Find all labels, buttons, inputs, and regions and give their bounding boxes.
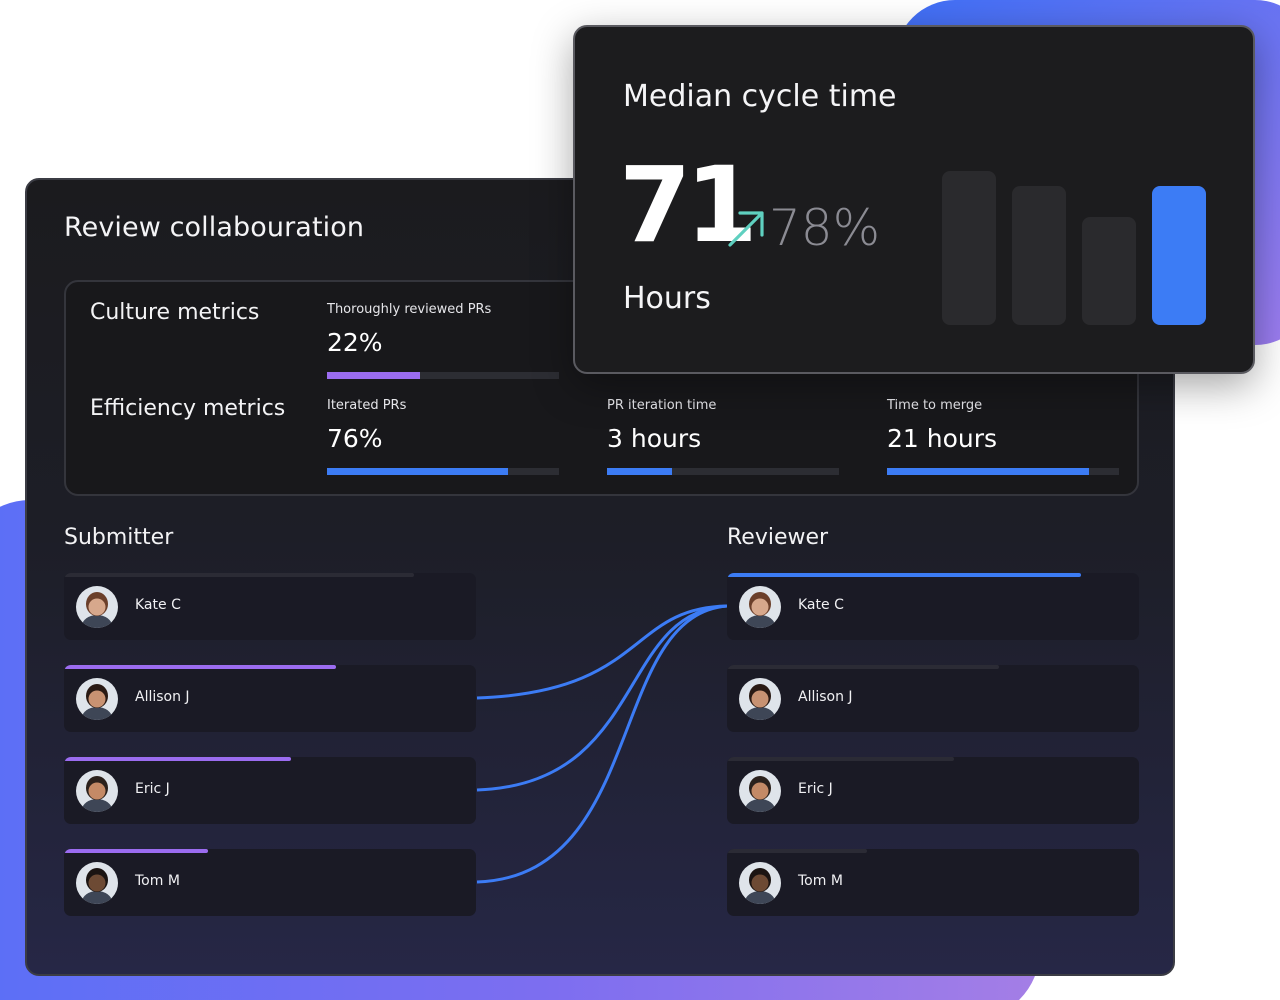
link-tom-to-kate — [476, 604, 728, 884]
median-cycle-time-card: Median cycle time 71 78% Hours — [573, 25, 1255, 374]
cycle-bar — [1082, 217, 1136, 325]
reviewer-card[interactable]: Eric J — [727, 757, 1139, 824]
submitter-progress-bar — [64, 665, 336, 669]
reviewer-name: Allison J — [798, 689, 853, 705]
submitter-card[interactable]: Kate C — [64, 573, 476, 640]
cycle-bar — [1012, 186, 1066, 325]
metric-value: 76% — [327, 424, 383, 453]
metric-iterated-prs: Iterated PRs 76% — [327, 398, 559, 475]
reviewer-card[interactable]: Tom M — [727, 849, 1139, 916]
reviewer-name: Kate C — [798, 597, 844, 613]
reviewer-card[interactable]: Kate C — [727, 573, 1139, 640]
metric-time-to-merge: Time to merge 21 hours — [887, 398, 1119, 475]
cycle-bar — [942, 171, 996, 325]
cycle-title: Median cycle time — [623, 79, 897, 114]
link-allison-to-kate — [476, 604, 728, 700]
cycle-bar — [1152, 186, 1206, 325]
metric-value: 21 hours — [887, 424, 998, 453]
submitter-progress-bar — [64, 757, 291, 761]
metric-progress-bar — [327, 372, 559, 379]
avatar-photo — [76, 770, 118, 812]
cycle-unit: Hours — [623, 281, 711, 316]
arrow-up-right-icon — [728, 211, 764, 247]
reviewer-title: Reviewer — [727, 525, 829, 550]
metric-progress-fill — [327, 468, 508, 475]
metric-progress-bar — [887, 468, 1119, 475]
avatar-photo — [739, 586, 781, 628]
metric-progress-fill — [887, 468, 1089, 475]
submitter-name: Tom M — [135, 873, 180, 889]
metric-progress-bar — [607, 468, 839, 475]
review-title: Review collabouration — [64, 212, 365, 243]
submitter-progress-bar — [64, 849, 209, 853]
reviewer-progress-bar — [727, 757, 954, 761]
avatar-photo — [739, 770, 781, 812]
metric-label: Iterated PRs — [327, 398, 407, 413]
metric-label: Time to merge — [887, 398, 983, 413]
avatar-photo — [76, 862, 118, 904]
metric-value: 22% — [327, 328, 383, 357]
metric-pr-iteration-time: PR iteration time 3 hours — [607, 398, 839, 475]
culture-metrics-label: Culture metrics — [90, 300, 260, 325]
reviewer-card[interactable]: Allison J — [727, 665, 1139, 732]
metric-label: Thoroughly reviewed PRs — [327, 302, 492, 317]
submitter-title: Submitter — [64, 525, 174, 550]
review-collaboration-card: Review collabouration Culture metrics Ef… — [25, 178, 1175, 976]
cycle-change: 78% — [725, 203, 880, 253]
submitter-name: Eric J — [135, 781, 170, 797]
avatar-photo — [76, 586, 118, 628]
metric-progress-bar — [327, 468, 559, 475]
reviewer-progress-bar — [727, 573, 1082, 577]
reviewer-name: Eric J — [798, 781, 833, 797]
submitter-progress-bar — [64, 573, 415, 577]
link-eric-to-kate — [476, 604, 728, 792]
submitter-card[interactable]: Allison J — [64, 665, 476, 732]
reviewer-progress-bar — [727, 849, 868, 853]
metric-label: PR iteration time — [607, 398, 717, 413]
metric-progress-fill — [607, 468, 672, 475]
submitter-name: Allison J — [135, 689, 190, 705]
metric-value: 3 hours — [607, 424, 702, 453]
submitter-card[interactable]: Tom M — [64, 849, 476, 916]
avatar-photo — [739, 678, 781, 720]
efficiency-metrics-label: Efficiency metrics — [90, 396, 286, 421]
avatar-photo — [739, 862, 781, 904]
cycle-change-value: 78% — [769, 199, 881, 257]
submitter-card[interactable]: Eric J — [64, 757, 476, 824]
submitter-name: Kate C — [135, 597, 181, 613]
metric-progress-fill — [327, 372, 420, 379]
metric-thoroughly-reviewed: Thoroughly reviewed PRs 22% — [327, 302, 559, 379]
reviewer-progress-bar — [727, 665, 999, 669]
reviewer-name: Tom M — [798, 873, 843, 889]
avatar-photo — [76, 678, 118, 720]
